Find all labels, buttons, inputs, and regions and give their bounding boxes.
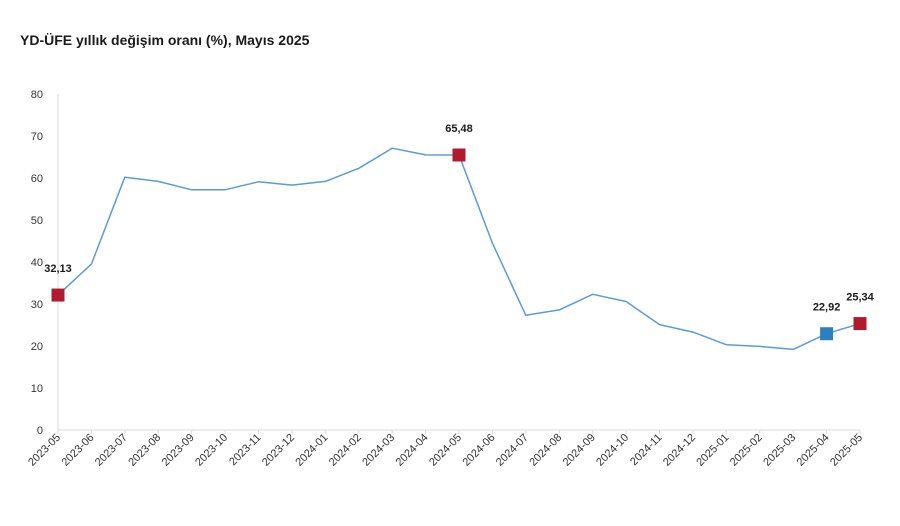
x-tick-label: 2024-11	[628, 432, 664, 468]
x-tick-label: 2024-10	[594, 432, 631, 469]
x-tick-label: 2024-08	[527, 432, 564, 469]
data-point-marker	[452, 148, 466, 162]
data-point-marker	[51, 288, 65, 302]
y-tick-label: 0	[37, 425, 43, 437]
x-tick-label: 2024-02	[327, 432, 364, 469]
data-point-marker	[853, 317, 867, 331]
x-tick-label: 2024-03	[360, 432, 397, 469]
x-axis: 2023-052023-062023-072023-082023-092023-…	[26, 429, 865, 469]
y-tick-label: 20	[31, 341, 43, 353]
x-tick-label: 2025-04	[795, 432, 832, 469]
data-label: 32,13	[44, 263, 72, 275]
x-tick-label: 2024-12	[661, 432, 698, 469]
x-tick-label: 2025-01	[694, 432, 731, 469]
y-tick-label: 30	[31, 299, 43, 311]
x-tick-label: 2025-03	[761, 432, 798, 469]
x-tick-label: 2024-07	[494, 432, 531, 469]
markers-layer: 32,13 65,48 22,92 25,34	[44, 123, 875, 341]
x-tick-label: 2025-05	[828, 432, 865, 469]
series-line	[57, 147, 861, 351]
data-label: 65,48	[445, 123, 473, 135]
y-tick-label: 60	[31, 173, 43, 185]
x-tick-label: 2023-05	[26, 432, 63, 469]
y-axis: 0 10 20 30 40 50 60 70 80	[31, 89, 59, 437]
x-tick-label: 2023-11	[227, 432, 263, 468]
x-tick-label: 2024-01	[293, 432, 330, 469]
y-tick-label: 40	[31, 257, 43, 269]
x-tick-label: 2024-05	[427, 432, 464, 469]
x-tick-label: 2024-04	[394, 432, 431, 469]
x-tick-label: 2023-06	[60, 432, 97, 469]
y-tick-label: 80	[31, 89, 43, 101]
x-tick-label: 2023-07	[93, 432, 130, 469]
chart-title: YD-ÜFE yıllık değişim oranı (%), Mayıs 2…	[20, 32, 310, 48]
data-label: 22,92	[813, 302, 841, 314]
series-layer	[57, 147, 861, 351]
x-tick-label: 2023-12	[260, 432, 297, 469]
x-tick-label: 2025-02	[728, 432, 765, 469]
x-tick-label: 2024-09	[561, 432, 598, 469]
x-tick-label: 2023-08	[126, 432, 163, 469]
x-tick-label: 2024-06	[461, 432, 498, 469]
x-tick-label: 2023-10	[193, 432, 230, 469]
x-tick-label: 2023-09	[160, 432, 197, 469]
y-tick-label: 10	[31, 383, 43, 395]
data-label: 25,34	[846, 292, 874, 304]
y-tick-label: 50	[31, 215, 43, 227]
data-point-marker	[820, 327, 834, 341]
y-tick-label: 70	[31, 131, 43, 143]
